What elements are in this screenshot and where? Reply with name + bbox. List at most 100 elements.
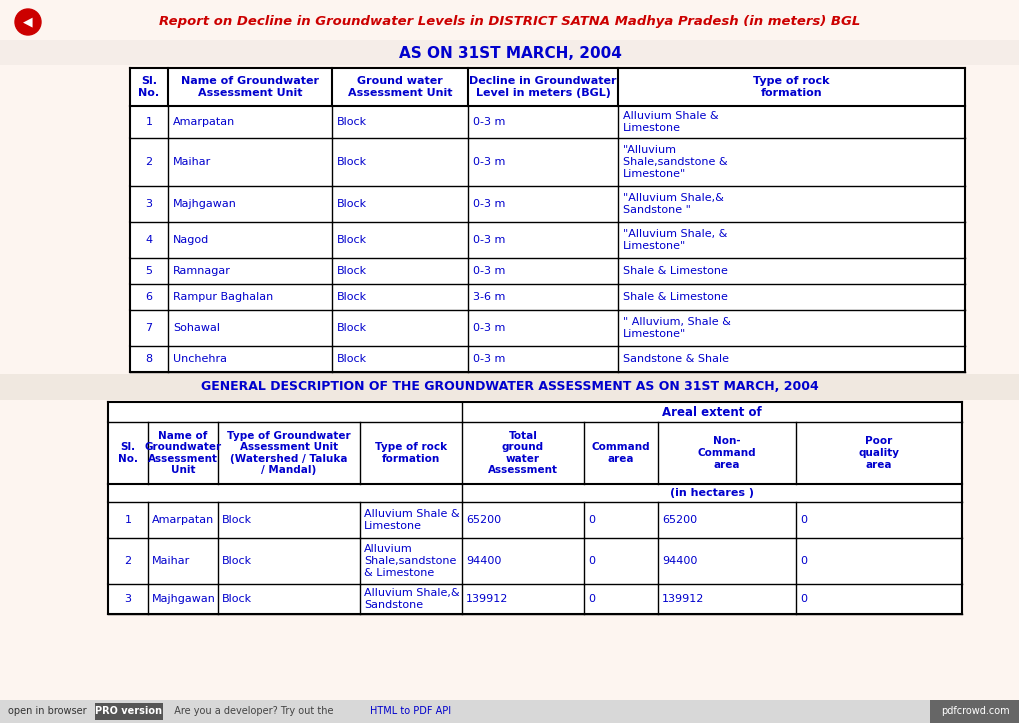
Bar (129, 222, 964, 258)
Text: Block: Block (336, 235, 367, 245)
Text: 0-3 m: 0-3 m (473, 266, 504, 276)
Bar (0, 374, 1019, 400)
Text: 139912: 139912 (466, 594, 507, 604)
Text: 3: 3 (124, 594, 131, 604)
Text: 8: 8 (146, 354, 153, 364)
Text: Command
area: Command area (591, 442, 650, 463)
Text: Total
ground
water
Assessment: Total ground water Assessment (487, 431, 557, 476)
Text: pdfcrowd.com: pdfcrowd.com (940, 706, 1009, 716)
Text: Type of Groundwater
Assessment Unit
(Watershed / Taluka
/ Mandal): Type of Groundwater Assessment Unit (Wat… (227, 431, 351, 476)
Text: Name of
Groundwater
Assessment
Unit: Name of Groundwater Assessment Unit (145, 431, 221, 476)
Text: Block: Block (336, 292, 367, 302)
Text: Are you a developer? Try out the: Are you a developer? Try out the (168, 706, 336, 716)
Text: "Alluvium Shale,&
Sandstone ": "Alluvium Shale,& Sandstone " (623, 193, 723, 215)
Bar (129, 346, 964, 372)
Text: 3: 3 (146, 199, 153, 209)
Bar (129, 138, 964, 186)
Bar (108, 584, 961, 614)
Bar (129, 284, 964, 310)
Text: 2: 2 (146, 157, 153, 167)
Text: Block: Block (336, 157, 367, 167)
Text: 65200: 65200 (466, 515, 500, 525)
Text: 7: 7 (146, 323, 153, 333)
Text: Amarpatan: Amarpatan (152, 515, 214, 525)
Text: Shale & Limestone: Shale & Limestone (623, 266, 728, 276)
Text: 0: 0 (587, 556, 594, 566)
Text: Sandstone & Shale: Sandstone & Shale (623, 354, 729, 364)
Text: Sl.
No.: Sl. No. (139, 76, 159, 98)
Text: Sl.
No.: Sl. No. (118, 442, 138, 463)
Text: Amarpatan: Amarpatan (173, 117, 235, 127)
Bar (108, 502, 961, 538)
Text: HTML to PDF API: HTML to PDF API (370, 706, 450, 716)
Bar (129, 186, 964, 222)
Text: PRO version: PRO version (96, 706, 162, 716)
Bar (0, 700, 1019, 723)
Circle shape (15, 9, 41, 35)
Text: 0: 0 (587, 515, 594, 525)
Text: 5: 5 (146, 266, 153, 276)
Text: 94400: 94400 (466, 556, 501, 566)
Text: 0-3 m: 0-3 m (473, 235, 504, 245)
Bar (108, 422, 961, 484)
Text: Block: Block (222, 594, 252, 604)
Text: 65200: 65200 (661, 515, 696, 525)
Text: 0: 0 (799, 515, 806, 525)
Text: 0-3 m: 0-3 m (473, 354, 504, 364)
Text: 3-6 m: 3-6 m (473, 292, 504, 302)
Text: Non-
Command
area: Non- Command area (697, 437, 755, 470)
Text: Maihar: Maihar (152, 556, 191, 566)
Text: 2: 2 (124, 556, 131, 566)
Bar (108, 538, 961, 584)
Text: Unchehra: Unchehra (173, 354, 227, 364)
Text: Alluvium
Shale,sandstone
& Limestone: Alluvium Shale,sandstone & Limestone (364, 544, 455, 578)
Text: "Alluvium Shale, &
Limestone": "Alluvium Shale, & Limestone" (623, 228, 727, 251)
Text: Alluvium Shale,&
Sandstone: Alluvium Shale,& Sandstone (364, 589, 460, 609)
Text: Block: Block (336, 266, 367, 276)
Text: Ground water
Assessment Unit: Ground water Assessment Unit (347, 76, 451, 98)
Text: (in hectares ): (in hectares ) (669, 488, 753, 498)
Text: Block: Block (336, 354, 367, 364)
Text: open in browser: open in browser (8, 706, 87, 716)
Text: 0-3 m: 0-3 m (473, 199, 504, 209)
Text: Block: Block (336, 117, 367, 127)
Text: GENERAL DESCRIPTION OF THE GROUNDWATER ASSESSMENT AS ON 31ST MARCH, 2004: GENERAL DESCRIPTION OF THE GROUNDWATER A… (201, 380, 818, 393)
Text: Poor
quality
area: Poor quality area (858, 437, 899, 470)
Text: Alluvium Shale &
Limestone: Alluvium Shale & Limestone (364, 509, 460, 531)
Text: Decline in Groundwater
Level in meters (BGL): Decline in Groundwater Level in meters (… (469, 76, 616, 98)
Text: "Alluvium
Shale,sandstone &
Limestone": "Alluvium Shale,sandstone & Limestone" (623, 145, 727, 179)
Text: ◀: ◀ (23, 15, 33, 28)
Text: Alluvium Shale &
Limestone: Alluvium Shale & Limestone (623, 111, 718, 133)
Text: Areal extent of: Areal extent of (661, 406, 761, 419)
Bar (129, 310, 964, 346)
Text: Type of rock
formation: Type of rock formation (375, 442, 446, 463)
Bar (129, 68, 964, 106)
Text: 4: 4 (146, 235, 153, 245)
Text: Name of Groundwater
Assessment Unit: Name of Groundwater Assessment Unit (180, 76, 319, 98)
Text: Report on Decline in Groundwater Levels in DISTRICT SATNA Madhya Pradesh (in met: Report on Decline in Groundwater Levels … (159, 15, 860, 28)
Text: Block: Block (222, 556, 252, 566)
Text: Rampur Baghalan: Rampur Baghalan (173, 292, 273, 302)
Text: " Alluvium, Shale &
Limestone": " Alluvium, Shale & Limestone" (623, 317, 731, 339)
Text: Majhgawan: Majhgawan (173, 199, 236, 209)
Bar (95, 703, 163, 720)
Text: Nagod: Nagod (173, 235, 209, 245)
Text: 0-3 m: 0-3 m (473, 157, 504, 167)
Text: 0-3 m: 0-3 m (473, 323, 504, 333)
Bar (929, 700, 1019, 723)
Bar (129, 106, 964, 138)
Text: 0-3 m: 0-3 m (473, 117, 504, 127)
Text: 0: 0 (799, 594, 806, 604)
Text: Sohawal: Sohawal (173, 323, 220, 333)
Bar (129, 258, 964, 284)
Text: Type of rock
formation: Type of rock formation (752, 76, 828, 98)
Text: Block: Block (336, 199, 367, 209)
Text: 139912: 139912 (661, 594, 704, 604)
Text: Majhgawan: Majhgawan (152, 594, 216, 604)
Bar (108, 484, 961, 502)
Text: 0: 0 (587, 594, 594, 604)
Text: 0: 0 (799, 556, 806, 566)
Text: 6: 6 (146, 292, 153, 302)
Text: AS ON 31ST MARCH, 2004: AS ON 31ST MARCH, 2004 (398, 46, 621, 61)
Text: Ramnagar: Ramnagar (173, 266, 230, 276)
